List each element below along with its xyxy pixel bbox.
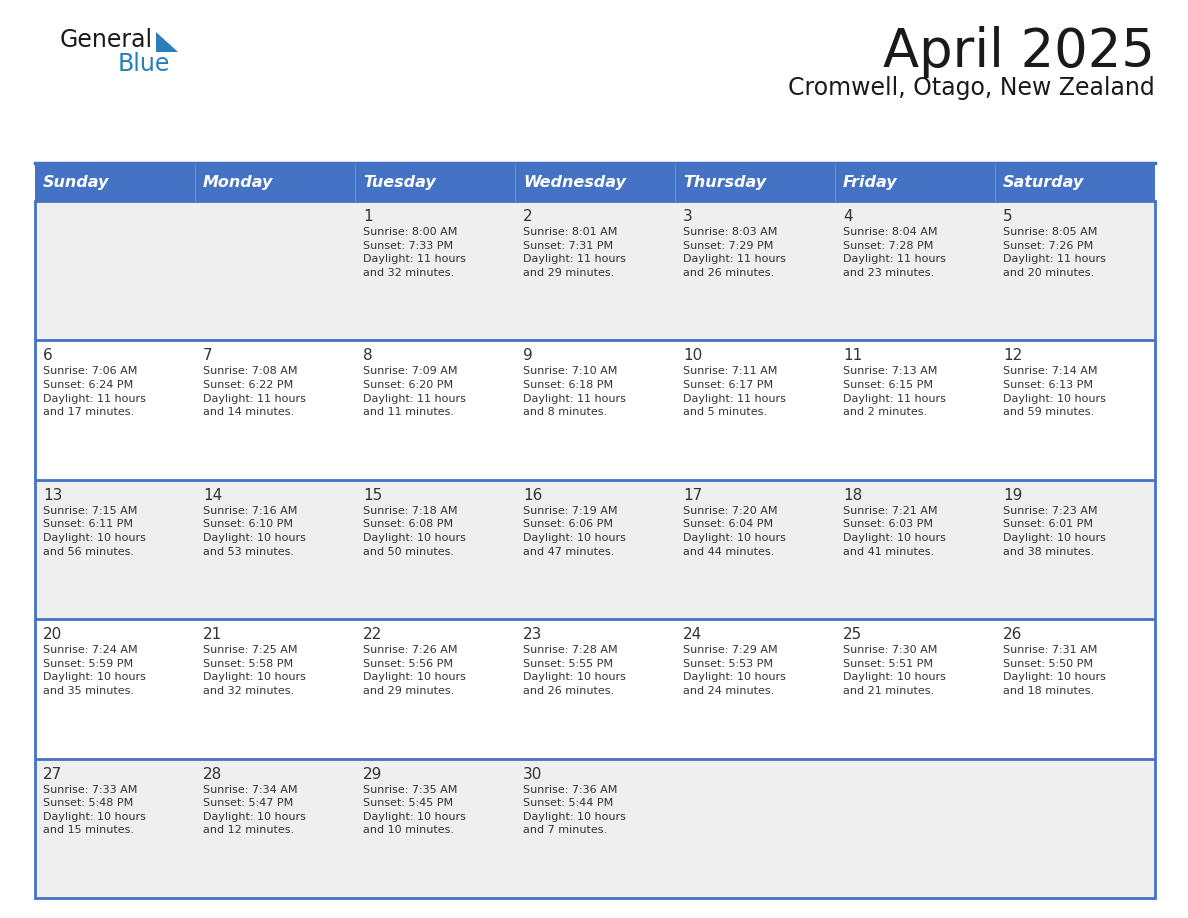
Text: Sunrise: 7:08 AM
Sunset: 6:22 PM
Daylight: 11 hours
and 14 minutes.: Sunrise: 7:08 AM Sunset: 6:22 PM Dayligh… (203, 366, 305, 417)
Text: Sunrise: 7:23 AM
Sunset: 6:01 PM
Daylight: 10 hours
and 38 minutes.: Sunrise: 7:23 AM Sunset: 6:01 PM Dayligh… (1003, 506, 1106, 556)
Text: 27: 27 (43, 767, 62, 781)
Text: 4: 4 (843, 209, 853, 224)
Text: 6: 6 (43, 349, 52, 364)
Text: 17: 17 (683, 487, 702, 503)
Text: 8: 8 (364, 349, 373, 364)
Text: Sunrise: 7:31 AM
Sunset: 5:50 PM
Daylight: 10 hours
and 18 minutes.: Sunrise: 7:31 AM Sunset: 5:50 PM Dayligh… (1003, 645, 1106, 696)
Text: 29: 29 (364, 767, 383, 781)
Text: Sunrise: 7:11 AM
Sunset: 6:17 PM
Daylight: 11 hours
and 5 minutes.: Sunrise: 7:11 AM Sunset: 6:17 PM Dayligh… (683, 366, 786, 417)
Text: 15: 15 (364, 487, 383, 503)
Text: Sunrise: 7:21 AM
Sunset: 6:03 PM
Daylight: 10 hours
and 41 minutes.: Sunrise: 7:21 AM Sunset: 6:03 PM Dayligh… (843, 506, 946, 556)
Text: Sunrise: 8:00 AM
Sunset: 7:33 PM
Daylight: 11 hours
and 32 minutes.: Sunrise: 8:00 AM Sunset: 7:33 PM Dayligh… (364, 227, 466, 278)
Text: 2: 2 (523, 209, 532, 224)
Text: Sunrise: 7:36 AM
Sunset: 5:44 PM
Daylight: 10 hours
and 7 minutes.: Sunrise: 7:36 AM Sunset: 5:44 PM Dayligh… (523, 785, 626, 835)
Text: 3: 3 (683, 209, 693, 224)
Text: Sunrise: 7:15 AM
Sunset: 6:11 PM
Daylight: 10 hours
and 56 minutes.: Sunrise: 7:15 AM Sunset: 6:11 PM Dayligh… (43, 506, 146, 556)
Bar (34, 163, 1155, 201)
Text: Thursday: Thursday (683, 174, 766, 189)
Text: Sunrise: 7:19 AM
Sunset: 6:06 PM
Daylight: 10 hours
and 47 minutes.: Sunrise: 7:19 AM Sunset: 6:06 PM Dayligh… (523, 506, 626, 556)
Text: Sunrise: 7:28 AM
Sunset: 5:55 PM
Daylight: 10 hours
and 26 minutes.: Sunrise: 7:28 AM Sunset: 5:55 PM Dayligh… (523, 645, 626, 696)
Text: Sunrise: 7:35 AM
Sunset: 5:45 PM
Daylight: 10 hours
and 10 minutes.: Sunrise: 7:35 AM Sunset: 5:45 PM Dayligh… (364, 785, 466, 835)
Bar (34, 341, 1155, 480)
Text: Sunrise: 7:14 AM
Sunset: 6:13 PM
Daylight: 10 hours
and 59 minutes.: Sunrise: 7:14 AM Sunset: 6:13 PM Dayligh… (1003, 366, 1106, 417)
Text: 10: 10 (683, 349, 702, 364)
Text: 9: 9 (523, 349, 532, 364)
Text: Sunrise: 7:24 AM
Sunset: 5:59 PM
Daylight: 10 hours
and 35 minutes.: Sunrise: 7:24 AM Sunset: 5:59 PM Dayligh… (43, 645, 146, 696)
Text: April 2025: April 2025 (883, 26, 1155, 78)
Text: 18: 18 (843, 487, 862, 503)
Text: 20: 20 (43, 627, 62, 643)
Text: Sunrise: 7:26 AM
Sunset: 5:56 PM
Daylight: 10 hours
and 29 minutes.: Sunrise: 7:26 AM Sunset: 5:56 PM Dayligh… (364, 645, 466, 696)
Bar (34, 480, 1155, 620)
Text: Sunrise: 7:18 AM
Sunset: 6:08 PM
Daylight: 10 hours
and 50 minutes.: Sunrise: 7:18 AM Sunset: 6:08 PM Dayligh… (364, 506, 466, 556)
Text: 7: 7 (203, 349, 213, 364)
Bar (34, 758, 1155, 898)
Text: 21: 21 (203, 627, 222, 643)
Text: Cromwell, Otago, New Zealand: Cromwell, Otago, New Zealand (789, 76, 1155, 100)
Text: 24: 24 (683, 627, 702, 643)
Polygon shape (156, 32, 178, 52)
Text: Saturday: Saturday (1003, 174, 1085, 189)
Text: 28: 28 (203, 767, 222, 781)
Text: 11: 11 (843, 349, 862, 364)
Text: Sunrise: 7:09 AM
Sunset: 6:20 PM
Daylight: 11 hours
and 11 minutes.: Sunrise: 7:09 AM Sunset: 6:20 PM Dayligh… (364, 366, 466, 417)
Text: Monday: Monday (203, 174, 273, 189)
Text: Sunrise: 7:25 AM
Sunset: 5:58 PM
Daylight: 10 hours
and 32 minutes.: Sunrise: 7:25 AM Sunset: 5:58 PM Dayligh… (203, 645, 305, 696)
Text: General: General (61, 28, 153, 52)
Bar (34, 620, 1155, 758)
Text: Sunrise: 7:29 AM
Sunset: 5:53 PM
Daylight: 10 hours
and 24 minutes.: Sunrise: 7:29 AM Sunset: 5:53 PM Dayligh… (683, 645, 786, 696)
Text: 12: 12 (1003, 349, 1022, 364)
Text: Friday: Friday (843, 174, 898, 189)
Text: 19: 19 (1003, 487, 1023, 503)
Text: 5: 5 (1003, 209, 1012, 224)
Text: 22: 22 (364, 627, 383, 643)
Text: 13: 13 (43, 487, 63, 503)
Text: Wednesday: Wednesday (523, 174, 626, 189)
Text: Blue: Blue (118, 52, 170, 76)
Bar (34, 201, 1155, 341)
Text: Sunrise: 7:34 AM
Sunset: 5:47 PM
Daylight: 10 hours
and 12 minutes.: Sunrise: 7:34 AM Sunset: 5:47 PM Dayligh… (203, 785, 305, 835)
Text: Sunrise: 8:03 AM
Sunset: 7:29 PM
Daylight: 11 hours
and 26 minutes.: Sunrise: 8:03 AM Sunset: 7:29 PM Dayligh… (683, 227, 786, 278)
Text: Sunrise: 8:01 AM
Sunset: 7:31 PM
Daylight: 11 hours
and 29 minutes.: Sunrise: 8:01 AM Sunset: 7:31 PM Dayligh… (523, 227, 626, 278)
Text: Sunrise: 7:13 AM
Sunset: 6:15 PM
Daylight: 11 hours
and 2 minutes.: Sunrise: 7:13 AM Sunset: 6:15 PM Dayligh… (843, 366, 946, 417)
Text: Sunday: Sunday (43, 174, 109, 189)
Text: 1: 1 (364, 209, 373, 224)
Text: Sunrise: 7:20 AM
Sunset: 6:04 PM
Daylight: 10 hours
and 44 minutes.: Sunrise: 7:20 AM Sunset: 6:04 PM Dayligh… (683, 506, 786, 556)
Text: Sunrise: 7:10 AM
Sunset: 6:18 PM
Daylight: 11 hours
and 8 minutes.: Sunrise: 7:10 AM Sunset: 6:18 PM Dayligh… (523, 366, 626, 417)
Text: 16: 16 (523, 487, 543, 503)
Text: Sunrise: 7:06 AM
Sunset: 6:24 PM
Daylight: 11 hours
and 17 minutes.: Sunrise: 7:06 AM Sunset: 6:24 PM Dayligh… (43, 366, 146, 417)
Text: Sunrise: 7:16 AM
Sunset: 6:10 PM
Daylight: 10 hours
and 53 minutes.: Sunrise: 7:16 AM Sunset: 6:10 PM Dayligh… (203, 506, 305, 556)
Text: 14: 14 (203, 487, 222, 503)
Text: 26: 26 (1003, 627, 1023, 643)
Text: 30: 30 (523, 767, 543, 781)
Text: Sunrise: 7:30 AM
Sunset: 5:51 PM
Daylight: 10 hours
and 21 minutes.: Sunrise: 7:30 AM Sunset: 5:51 PM Dayligh… (843, 645, 946, 696)
Text: Sunrise: 8:05 AM
Sunset: 7:26 PM
Daylight: 11 hours
and 20 minutes.: Sunrise: 8:05 AM Sunset: 7:26 PM Dayligh… (1003, 227, 1106, 278)
Text: 23: 23 (523, 627, 543, 643)
Text: 25: 25 (843, 627, 862, 643)
Text: Sunrise: 7:33 AM
Sunset: 5:48 PM
Daylight: 10 hours
and 15 minutes.: Sunrise: 7:33 AM Sunset: 5:48 PM Dayligh… (43, 785, 146, 835)
Text: Tuesday: Tuesday (364, 174, 436, 189)
Text: Sunrise: 8:04 AM
Sunset: 7:28 PM
Daylight: 11 hours
and 23 minutes.: Sunrise: 8:04 AM Sunset: 7:28 PM Dayligh… (843, 227, 946, 278)
